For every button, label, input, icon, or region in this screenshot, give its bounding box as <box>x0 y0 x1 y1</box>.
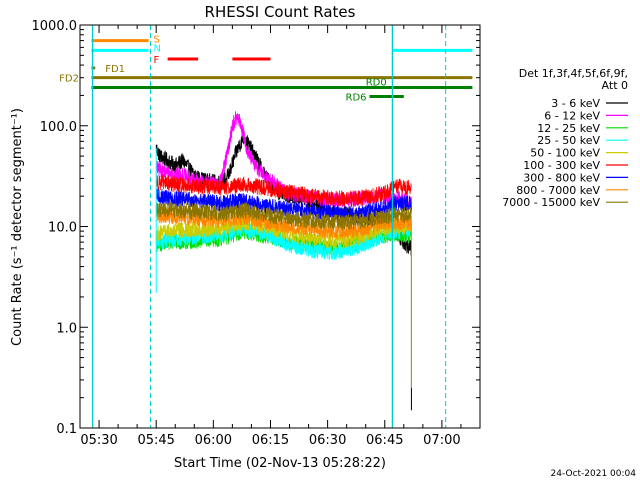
flag-label-fd2: FD2 <box>59 74 79 85</box>
x-tick-label: 06:15 <box>252 433 289 448</box>
flag-label-fd1: FD1 <box>105 64 125 75</box>
x-tick-label: 05:30 <box>80 433 117 448</box>
legend-label-7000-15000-kev: 7000 - 15000 keV <box>502 196 600 209</box>
series-line-7000-15000-kev <box>155 201 412 231</box>
x-axis-ticks: 05:30 05:45 06:00 06:15 06:30 06:45 07:00 <box>79 25 481 448</box>
y-axis-title: Count Rate (s⁻¹ detector segment⁻¹) <box>10 108 25 346</box>
series-line-100-300-kev <box>155 173 412 208</box>
flag-label-f: F <box>153 55 159 66</box>
legend-label-100-300-kev: 100 - 300 keV <box>523 159 600 172</box>
y-tick-label: 1.0 <box>56 321 77 336</box>
x-tick-label: 05:45 <box>137 433 174 448</box>
y-tick-label: 100.0 <box>40 120 77 135</box>
x-tick-label: 06:30 <box>309 433 346 448</box>
x-tick-label: 07:00 <box>423 433 460 448</box>
footer-date: 24-Oct-2021 00:04 <box>551 469 637 479</box>
legend-label-50-100-kev: 50 - 100 keV <box>530 147 600 160</box>
x-axis-title: Start Time (02-Nov-13 05:28:22) <box>174 456 386 471</box>
y-tick-label: 0.1 <box>56 422 77 437</box>
y-tick-label: 1000.0 <box>32 19 78 34</box>
flag-bars: SNF FD1 FD2 RD0 RD6 <box>59 35 473 104</box>
attenuator-markers <box>91 25 447 428</box>
legend-label-6-12-kev: 6 - 12 keV <box>544 109 600 122</box>
x-tick-label: 06:45 <box>366 433 403 448</box>
flag-label-s: S <box>153 35 159 46</box>
y-tick-label: 10.0 <box>48 221 77 236</box>
y-axis-ticks: 0.1 1.0 10.0 100.0 1000.0 <box>32 19 480 437</box>
legend-label-12-25-kev: 12 - 25 keV <box>537 122 600 135</box>
x-tick-label: 06:00 <box>195 433 232 448</box>
legend-label-3-6-kev: 3 - 6 keV <box>551 97 600 110</box>
legend-label-300-800-kev: 300 - 800 keV <box>523 171 600 184</box>
chart-title: RHESSI Count Rates <box>205 3 356 21</box>
legend-header: Det 1f,3f,4f,5f,6f,9f, <box>519 67 628 80</box>
flag-label-rd6: RD6 <box>346 93 367 104</box>
legend-label-25-50-kev: 25 - 50 keV <box>537 134 600 147</box>
flag-label-n: N <box>153 43 160 54</box>
data-series <box>155 111 412 411</box>
series-line-50-100-kev <box>155 215 412 249</box>
flag-label-rd0: RD0 <box>366 77 387 88</box>
legend-header-att: Att 0 <box>602 79 628 92</box>
legend-label-800-7000-kev: 800 - 7000 keV <box>516 184 600 197</box>
